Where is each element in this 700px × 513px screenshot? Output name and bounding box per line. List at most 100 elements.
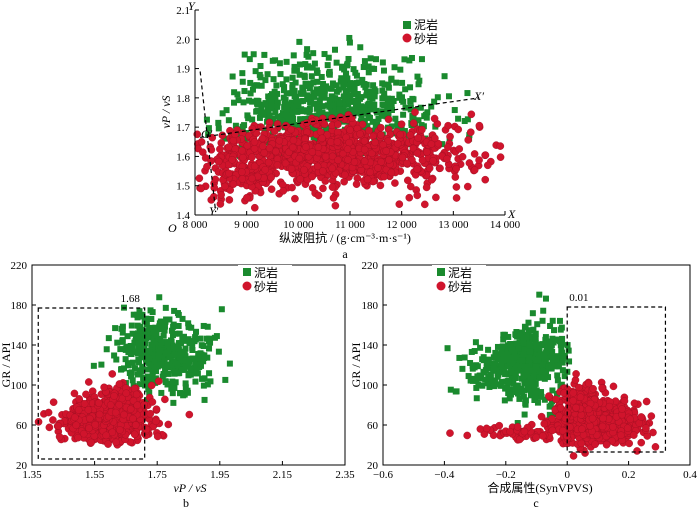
sandstone-point [84, 378, 93, 386]
panel-c-marks [444, 291, 660, 460]
mudstone-point [137, 346, 144, 353]
mudstone-point [268, 103, 275, 110]
mudstone-point [111, 352, 118, 359]
sandstone-point [444, 121, 452, 130]
sandstone-point [110, 392, 118, 400]
mudstone-point [257, 74, 264, 81]
panel-a-y-rot-name: Y′ [209, 204, 219, 218]
mudstone-point [375, 115, 382, 122]
sandstone-point [623, 424, 632, 433]
mudstone-point [547, 345, 554, 352]
sandstone-point [45, 423, 54, 432]
sandstone-point [185, 410, 194, 419]
mudstone-point [301, 72, 308, 79]
mudstone-point [392, 115, 399, 122]
y-tick-label: 1.8 [176, 93, 190, 105]
sandstone-point [129, 414, 137, 423]
sandstone-point [422, 183, 431, 192]
mudstone-point [328, 93, 335, 100]
panel-b-legend-mudstone: 泥岩 [254, 265, 278, 280]
mudstone-point [200, 343, 207, 350]
sandstone-point [72, 421, 80, 429]
sandstone-point [250, 144, 259, 153]
mudstone-point [184, 387, 191, 394]
mudstone-point [247, 90, 254, 97]
sandstone-point [102, 431, 110, 440]
mudstone-point [291, 63, 298, 70]
mudstone-point [506, 395, 513, 402]
mudstone-point [400, 111, 407, 118]
sandstone-point [496, 142, 505, 150]
mudstone-point [468, 348, 475, 355]
mudstone-point [157, 318, 164, 325]
y-tick-label: 220 [11, 260, 28, 272]
mudstone-point [523, 334, 530, 341]
x-tick-label: 12 000 [387, 219, 418, 231]
sandstone-point [228, 155, 236, 164]
mudstone-point [192, 378, 199, 385]
mudstone-point [372, 56, 379, 63]
mudstone-point [257, 63, 264, 70]
mudstone-point [250, 51, 257, 58]
mudstone-point [346, 107, 353, 114]
mudstone-point [201, 396, 208, 403]
sandstone-point [265, 144, 274, 153]
mudstone-point [483, 364, 490, 371]
sandstone-point [588, 414, 597, 423]
mudstone-point [337, 78, 344, 85]
mudstone-point [505, 342, 512, 349]
sandstone-point [273, 161, 282, 169]
sandstone-point [108, 370, 117, 378]
mudstone-point [401, 56, 408, 63]
mudstone-point [285, 117, 292, 124]
sandstone-point [455, 145, 464, 153]
mudstone-point [140, 375, 147, 382]
mudstone-point [379, 87, 386, 94]
mudstone-point [326, 71, 333, 78]
sandstone-point [371, 138, 379, 147]
sandstone-point [289, 143, 297, 152]
sandstone-point [572, 403, 580, 412]
mudstone-point [118, 366, 125, 373]
mudstone-point [303, 107, 310, 114]
panel-c-y-label: GR / API [349, 343, 363, 388]
sandstone-point [647, 412, 656, 420]
sandstone-point [382, 147, 391, 155]
mudstone-point [289, 110, 296, 117]
sandstone-point [423, 148, 431, 156]
mudstone-point [239, 70, 246, 77]
mudstone-point [306, 105, 313, 112]
sandstone-point [520, 427, 529, 436]
sandstone-point [406, 182, 415, 191]
mudstone-point [397, 66, 404, 73]
mudstone-point [358, 94, 365, 101]
x-tick-label: 10 000 [283, 219, 314, 231]
sandstone-point [633, 447, 641, 455]
mudstone-point [304, 92, 311, 99]
mudstone-point [385, 112, 392, 119]
sandstone-point [275, 136, 284, 145]
sandstone-point [446, 132, 454, 141]
sandstone-point [558, 426, 567, 435]
mudstone-point [559, 355, 566, 362]
mudstone-point [521, 411, 528, 418]
mudstone-point [384, 95, 391, 102]
mudstone-point [328, 85, 335, 92]
mudstone-point [332, 106, 339, 113]
mudstone-point [223, 107, 230, 114]
mudstone-point [456, 354, 463, 361]
sandstone-point [617, 431, 625, 439]
mudstone-point [294, 108, 301, 115]
mudstone-point [344, 60, 351, 67]
sandstone-point [142, 425, 151, 434]
sandstone-point [345, 138, 354, 147]
mudstone-point [155, 352, 162, 359]
mudstone-point [162, 304, 169, 311]
sandstone-point [221, 182, 229, 191]
mudstone-point [514, 333, 521, 340]
sandstone-point [358, 120, 367, 129]
sandstone-point [164, 420, 173, 429]
sandstone-point [569, 389, 578, 397]
sandstone-point [430, 114, 439, 123]
sandstone-point [225, 169, 233, 178]
